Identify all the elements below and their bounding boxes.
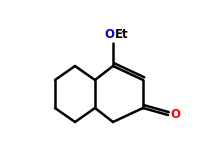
Text: O: O	[103, 28, 113, 41]
Text: Et: Et	[114, 28, 128, 41]
Text: O: O	[169, 109, 179, 121]
